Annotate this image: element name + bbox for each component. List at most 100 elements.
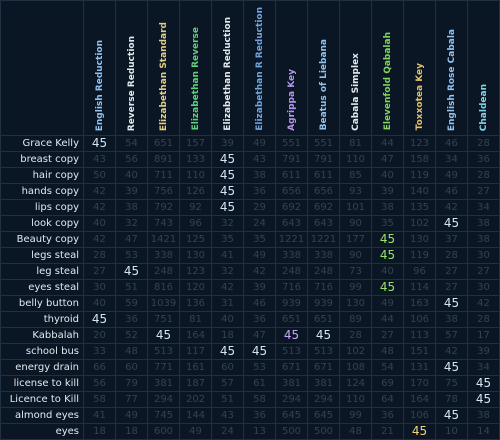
cipher-value-cell[interactable]: 1421 bbox=[147, 230, 180, 248]
cipher-value-cell[interactable]: 92 bbox=[179, 198, 212, 216]
cipher-value-cell[interactable]: 45 bbox=[435, 358, 468, 376]
cipher-value-cell[interactable]: 101 bbox=[339, 198, 372, 216]
table-row[interactable]: energy drain 66 60 771 161 60 53 671 671 108 54 131… bbox=[0, 358, 500, 376]
cipher-value-cell[interactable]: 38 bbox=[435, 310, 468, 328]
cipher-value-cell[interactable]: 338 bbox=[147, 246, 180, 264]
cipher-value-cell[interactable]: 113 bbox=[403, 326, 436, 344]
row-phrase[interactable]: Kabbalah bbox=[0, 326, 84, 344]
cipher-value-cell[interactable]: 671 bbox=[307, 358, 340, 376]
cipher-value-cell[interactable]: 645 bbox=[307, 406, 340, 424]
cipher-value-cell[interactable]: 36 bbox=[243, 406, 276, 424]
cipher-value-cell[interactable]: 46 bbox=[243, 294, 276, 312]
cipher-value-cell[interactable]: 140 bbox=[403, 182, 436, 200]
cipher-value-cell[interactable]: 38 bbox=[371, 198, 404, 216]
table-row[interactable]: leg steal 27 45 248 123 32 42 248 248 73 40 96 27 27 bbox=[0, 262, 500, 280]
cipher-value-cell[interactable]: 651 bbox=[147, 134, 180, 152]
cipher-value-cell[interactable]: 48 bbox=[371, 342, 404, 360]
cipher-value-cell[interactable]: 40 bbox=[211, 310, 244, 328]
cipher-value-cell[interactable]: 50 bbox=[83, 166, 116, 184]
cipher-value-cell[interactable]: 45 bbox=[435, 406, 468, 424]
cipher-value-cell[interactable]: 45 bbox=[371, 230, 404, 248]
cipher-value-cell[interactable]: 939 bbox=[275, 294, 308, 312]
row-phrase[interactable]: license to kill bbox=[0, 374, 84, 392]
cipher-value-cell[interactable]: 110 bbox=[339, 150, 372, 168]
cipher-column-header[interactable]: English Rose Cabala bbox=[435, 0, 468, 136]
cipher-column-header[interactable]: Toxxotea Key bbox=[403, 0, 436, 136]
cipher-value-cell[interactable]: 35 bbox=[211, 230, 244, 248]
cipher-value-cell[interactable]: 37 bbox=[435, 230, 468, 248]
cipher-value-cell[interactable]: 45 bbox=[467, 374, 500, 392]
cipher-value-cell[interactable]: 294 bbox=[275, 390, 308, 408]
cipher-value-cell[interactable]: 34 bbox=[467, 358, 500, 376]
cipher-value-cell[interactable]: 31 bbox=[211, 294, 244, 312]
cipher-value-cell[interactable]: 29 bbox=[243, 198, 276, 216]
cipher-value-cell[interactable]: 47 bbox=[243, 326, 276, 344]
cipher-value-cell[interactable]: 56 bbox=[83, 374, 116, 392]
row-phrase[interactable]: belly button bbox=[0, 294, 84, 312]
cipher-value-cell[interactable]: 157 bbox=[179, 134, 212, 152]
cipher-value-cell[interactable]: 338 bbox=[307, 246, 340, 264]
cipher-value-cell[interactable]: 248 bbox=[147, 262, 180, 280]
cipher-value-cell[interactable]: 36 bbox=[243, 310, 276, 328]
cipher-value-cell[interactable]: 551 bbox=[275, 134, 308, 152]
cipher-value-cell[interactable]: 110 bbox=[179, 166, 212, 184]
cipher-value-cell[interactable]: 248 bbox=[307, 262, 340, 280]
cipher-value-cell[interactable]: 42 bbox=[83, 182, 116, 200]
cipher-value-cell[interactable]: 45 bbox=[211, 198, 244, 216]
cipher-value-cell[interactable]: 36 bbox=[467, 150, 500, 168]
cipher-value-cell[interactable]: 45 bbox=[275, 326, 308, 344]
cipher-column-header[interactable]: Cabala Simplex bbox=[339, 0, 372, 136]
cipher-value-cell[interactable]: 513 bbox=[147, 342, 180, 360]
cipher-value-cell[interactable]: 51 bbox=[115, 278, 148, 296]
cipher-value-cell[interactable]: 381 bbox=[275, 374, 308, 392]
cipher-value-cell[interactable]: 54 bbox=[371, 358, 404, 376]
cipher-value-cell[interactable]: 130 bbox=[179, 246, 212, 264]
cipher-value-cell[interactable]: 816 bbox=[147, 278, 180, 296]
cipher-value-cell[interactable]: 81 bbox=[179, 310, 212, 328]
cipher-value-cell[interactable]: 119 bbox=[403, 246, 436, 264]
cipher-value-cell[interactable]: 90 bbox=[339, 246, 372, 264]
table-row[interactable]: hands copy 42 39 756 126 45 36 656 656 93 39 140 46 2… bbox=[0, 182, 500, 200]
cipher-value-cell[interactable]: 39 bbox=[115, 182, 148, 200]
cipher-value-cell[interactable]: 513 bbox=[275, 342, 308, 360]
cipher-value-cell[interactable]: 38 bbox=[467, 230, 500, 248]
cipher-value-cell[interactable]: 745 bbox=[147, 406, 180, 424]
row-phrase[interactable]: legs steal bbox=[0, 246, 84, 264]
cipher-value-cell[interactable]: 78 bbox=[435, 390, 468, 408]
cipher-value-cell[interactable]: 119 bbox=[403, 166, 436, 184]
cipher-value-cell[interactable]: 40 bbox=[371, 166, 404, 184]
cipher-value-cell[interactable]: 39 bbox=[371, 182, 404, 200]
cipher-value-cell[interactable]: 44 bbox=[371, 134, 404, 152]
cipher-value-cell[interactable]: 36 bbox=[115, 310, 148, 328]
cipher-value-cell[interactable]: 110 bbox=[339, 390, 372, 408]
cipher-value-cell[interactable]: 106 bbox=[403, 406, 436, 424]
cipher-value-cell[interactable]: 99 bbox=[339, 406, 372, 424]
cipher-value-cell[interactable]: 38 bbox=[115, 198, 148, 216]
table-row[interactable]: hair copy 50 40 711 110 45 38 611 611 85 40 119 49 28 bbox=[0, 166, 500, 184]
cipher-value-cell[interactable]: 381 bbox=[147, 374, 180, 392]
cipher-value-cell[interactable]: 36 bbox=[371, 406, 404, 424]
cipher-value-cell[interactable]: 17 bbox=[467, 326, 500, 344]
cipher-value-cell[interactable]: 35 bbox=[243, 230, 276, 248]
cipher-value-cell[interactable]: 27 bbox=[371, 326, 404, 344]
cipher-value-cell[interactable]: 34 bbox=[467, 198, 500, 216]
cipher-value-cell[interactable]: 47 bbox=[115, 230, 148, 248]
cipher-value-cell[interactable]: 108 bbox=[339, 358, 372, 376]
cipher-value-cell[interactable]: 294 bbox=[147, 390, 180, 408]
cipher-value-cell[interactable]: 45 bbox=[467, 390, 500, 408]
cipher-value-cell[interactable]: 38 bbox=[467, 214, 500, 232]
cipher-value-cell[interactable]: 651 bbox=[275, 310, 308, 328]
cipher-value-cell[interactable]: 27 bbox=[83, 262, 116, 280]
row-phrase[interactable]: hands copy bbox=[0, 182, 84, 200]
row-phrase[interactable]: Beauty copy bbox=[0, 230, 84, 248]
cipher-value-cell[interactable]: 39 bbox=[467, 342, 500, 360]
cipher-value-cell[interactable]: 39 bbox=[243, 278, 276, 296]
cipher-value-cell[interactable]: 53 bbox=[115, 246, 148, 264]
cipher-value-cell[interactable]: 102 bbox=[339, 342, 372, 360]
cipher-value-cell[interactable]: 57 bbox=[435, 326, 468, 344]
cipher-value-cell[interactable]: 46 bbox=[435, 182, 468, 200]
table-row[interactable]: almond eyes 41 49 745 144 43 36 645 645 99 36 106 45… bbox=[0, 406, 500, 424]
cipher-value-cell[interactable]: 41 bbox=[211, 246, 244, 264]
cipher-value-cell[interactable]: 42 bbox=[243, 262, 276, 280]
cipher-value-cell[interactable]: 32 bbox=[211, 214, 244, 232]
